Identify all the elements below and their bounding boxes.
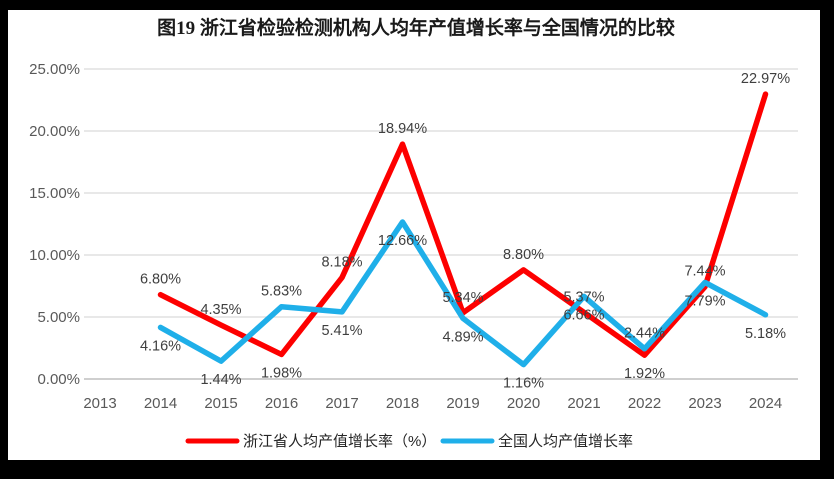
x-axis-tick-label: 2018 <box>386 395 419 412</box>
x-axis-tick-label: 2021 <box>567 395 600 412</box>
y-axis-tick-label: 20.00% <box>29 123 80 140</box>
legend-label-national: 全国人均产值增长率 <box>498 432 633 450</box>
data-label-national: 1.16% <box>503 376 544 392</box>
x-axis-tick-label: 2023 <box>688 395 721 412</box>
data-label-zhejiang: 18.94% <box>378 121 427 137</box>
x-axis-tick-label: 2016 <box>265 395 298 412</box>
data-label-national: 7.79% <box>684 293 725 309</box>
y-axis-tick-label: 5.00% <box>37 309 80 326</box>
series-lines <box>157 91 769 368</box>
x-axis-tick-label: 2017 <box>325 395 358 412</box>
data-label-national: 4.16% <box>140 338 181 354</box>
data-label-zhejiang: 4.35% <box>200 302 241 318</box>
data-label-zhejiang: 8.18% <box>321 255 362 271</box>
data-label-national: 2.44% <box>624 326 665 342</box>
y-axis-tick-label: 10.00% <box>29 247 80 264</box>
data-label-national: 5.83% <box>261 284 302 300</box>
data-label-national: 1.44% <box>200 372 241 388</box>
x-axis-tick-label: 2019 <box>446 395 479 412</box>
data-label-zhejiang: 5.37% <box>563 289 604 305</box>
x-axis-tick-label: 2022 <box>628 395 661 412</box>
data-label-national: 4.89% <box>442 329 483 345</box>
y-axis-labels: 0.00% 5.00% 10.00% 15.00% 20.00% 25.00% <box>29 61 80 388</box>
x-axis-tick-label: 2014 <box>144 395 177 412</box>
data-label-zhejiang: 6.80% <box>140 272 181 288</box>
x-axis-tick-label: 2020 <box>507 395 540 412</box>
series-line-national <box>157 219 769 368</box>
y-axis-tick-label: 0.00% <box>37 371 80 388</box>
x-axis-labels: 2013 2014 2015 2016 2017 2018 2019 2020 2021 2022… <box>83 395 782 412</box>
data-label-zhejiang: 7.44% <box>684 264 725 280</box>
data-labels: 6.80% 4.35% 1.98% 8.18% 18.94% 5.34% 8.80% 5.37… <box>140 71 790 391</box>
data-label-zhejiang: 1.92% <box>624 366 665 382</box>
data-label-national: 12.66% <box>378 233 427 249</box>
x-axis-tick-label: 2015 <box>204 395 237 412</box>
chart-background <box>8 10 820 460</box>
y-axis-tick-label: 15.00% <box>29 185 80 202</box>
data-label-national: 5.18% <box>745 326 786 342</box>
data-label-national: 5.41% <box>321 323 362 339</box>
data-label-national: 6.66% <box>563 307 604 323</box>
x-axis-tick-label: 2013 <box>83 395 116 412</box>
chart-title: 图19 浙江省检验检测机构人均年产值增长率与全国情况的比较 <box>157 16 675 39</box>
x-axis-tick-label: 2024 <box>749 395 782 412</box>
series-line-zhejiang <box>157 91 769 358</box>
data-label-zhejiang: 22.97% <box>741 71 790 87</box>
legend-label-zhejiang: 浙江省人均产值增长率（%） <box>243 433 436 450</box>
y-axis-tick-label: 25.00% <box>29 61 80 78</box>
legend: 浙江省人均产值增长率（%） 全国人均产值增长率 <box>185 432 633 450</box>
data-label-zhejiang: 5.34% <box>442 290 483 306</box>
data-label-zhejiang: 1.98% <box>261 365 302 381</box>
data-label-zhejiang: 8.80% <box>503 247 544 263</box>
